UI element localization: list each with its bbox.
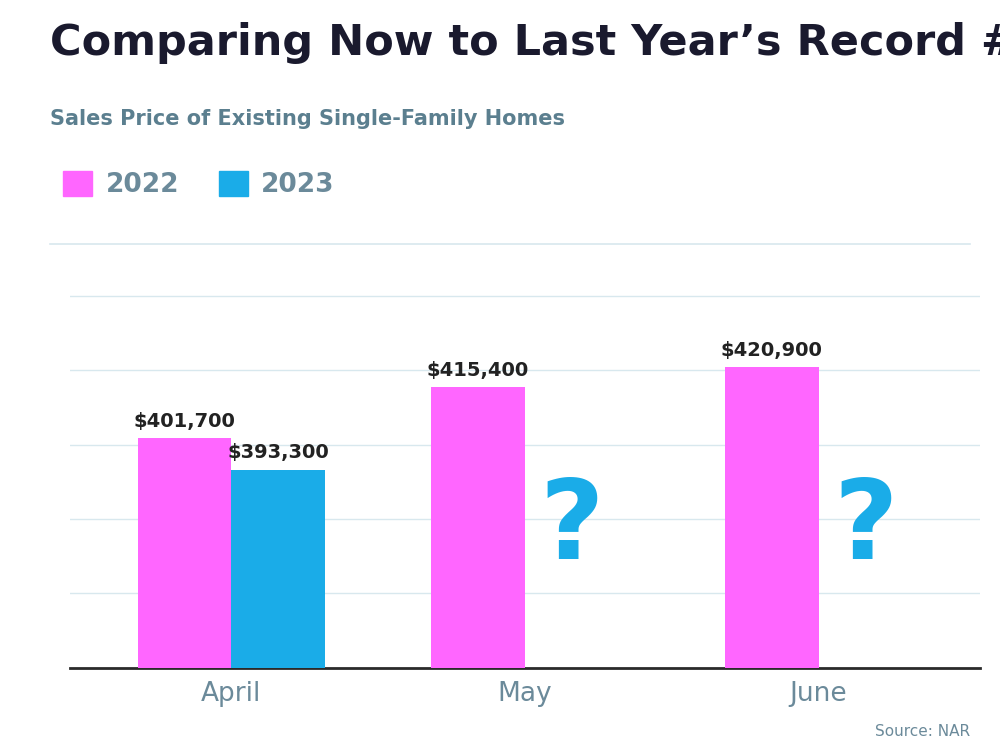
Bar <box>231 470 325 750</box>
Bar <box>431 388 525 750</box>
Text: Comparing Now to Last Year’s Record #s: Comparing Now to Last Year’s Record #s <box>50 22 1000 64</box>
Bar <box>138 438 231 750</box>
Text: $420,900: $420,900 <box>721 340 823 359</box>
Legend: 2022, 2023: 2022, 2023 <box>63 171 334 198</box>
Text: $401,700: $401,700 <box>134 412 235 431</box>
Text: Source: NAR: Source: NAR <box>875 724 970 739</box>
Bar <box>725 367 819 750</box>
Text: Sales Price of Existing Single-Family Homes: Sales Price of Existing Single-Family Ho… <box>50 109 565 129</box>
Text: ?: ? <box>833 475 898 582</box>
Text: $415,400: $415,400 <box>427 361 529 380</box>
Text: ?: ? <box>540 475 604 582</box>
Text: $393,300: $393,300 <box>228 443 329 462</box>
